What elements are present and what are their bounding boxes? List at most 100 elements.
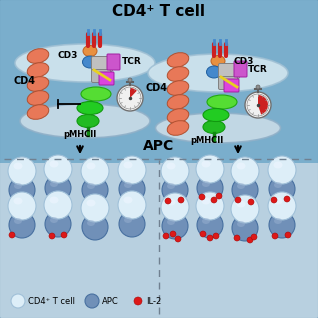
Circle shape: [134, 297, 142, 305]
Circle shape: [8, 157, 36, 185]
Ellipse shape: [77, 101, 103, 114]
Ellipse shape: [123, 197, 133, 204]
Text: TCR: TCR: [248, 65, 268, 73]
Ellipse shape: [82, 56, 98, 68]
Circle shape: [85, 294, 99, 308]
Circle shape: [175, 236, 181, 242]
Ellipse shape: [27, 91, 49, 105]
Text: CD4⁺ T cell: CD4⁺ T cell: [113, 4, 205, 19]
Circle shape: [119, 211, 145, 237]
Circle shape: [268, 192, 296, 220]
Ellipse shape: [13, 197, 23, 204]
Circle shape: [256, 85, 260, 89]
FancyBboxPatch shape: [107, 54, 120, 70]
FancyBboxPatch shape: [92, 70, 110, 82]
Circle shape: [231, 157, 259, 185]
Circle shape: [234, 235, 240, 241]
Ellipse shape: [87, 183, 95, 189]
Circle shape: [197, 175, 223, 201]
Circle shape: [44, 155, 72, 183]
Ellipse shape: [86, 162, 95, 169]
Ellipse shape: [202, 161, 211, 168]
Ellipse shape: [86, 199, 95, 206]
FancyBboxPatch shape: [234, 61, 247, 77]
Ellipse shape: [273, 197, 282, 204]
Circle shape: [118, 156, 146, 184]
Ellipse shape: [273, 162, 282, 169]
Text: TCR: TCR: [122, 58, 142, 66]
Ellipse shape: [202, 218, 210, 224]
Circle shape: [199, 194, 205, 200]
Circle shape: [170, 231, 176, 237]
Ellipse shape: [27, 63, 49, 77]
Circle shape: [247, 94, 269, 116]
Circle shape: [196, 192, 224, 220]
Wedge shape: [258, 95, 268, 114]
Text: CD3: CD3: [234, 58, 254, 66]
Ellipse shape: [148, 54, 288, 92]
Text: CD3: CD3: [58, 51, 78, 59]
Circle shape: [45, 175, 71, 201]
Ellipse shape: [167, 219, 175, 225]
Ellipse shape: [27, 105, 49, 119]
Circle shape: [269, 176, 295, 202]
Circle shape: [213, 233, 219, 239]
Ellipse shape: [20, 104, 150, 138]
Circle shape: [119, 176, 145, 202]
FancyBboxPatch shape: [92, 57, 113, 72]
Circle shape: [196, 155, 224, 183]
Ellipse shape: [237, 221, 245, 227]
Circle shape: [231, 195, 259, 223]
Circle shape: [271, 197, 277, 203]
Wedge shape: [130, 88, 137, 98]
Text: APC: APC: [143, 139, 175, 153]
Circle shape: [81, 194, 109, 222]
Circle shape: [178, 197, 184, 203]
Circle shape: [11, 294, 25, 308]
Circle shape: [61, 232, 67, 238]
Circle shape: [284, 196, 290, 202]
Circle shape: [163, 233, 169, 239]
Circle shape: [268, 156, 296, 184]
Ellipse shape: [202, 181, 210, 187]
Ellipse shape: [202, 197, 211, 204]
Bar: [0, 0, 318, 163]
Circle shape: [232, 215, 258, 241]
Circle shape: [211, 197, 217, 203]
Circle shape: [235, 197, 241, 203]
Circle shape: [117, 85, 143, 111]
Ellipse shape: [203, 121, 225, 134]
FancyBboxPatch shape: [224, 79, 239, 92]
Text: CD4: CD4: [13, 76, 35, 86]
Circle shape: [161, 193, 189, 221]
Ellipse shape: [14, 218, 22, 224]
Ellipse shape: [203, 108, 229, 121]
Circle shape: [119, 87, 141, 109]
Circle shape: [162, 177, 188, 203]
Circle shape: [9, 232, 15, 238]
Ellipse shape: [50, 217, 58, 223]
Ellipse shape: [206, 66, 222, 78]
Ellipse shape: [156, 113, 280, 143]
Bar: [0, 163, 318, 318]
Ellipse shape: [13, 162, 23, 169]
Circle shape: [245, 92, 271, 118]
Circle shape: [200, 231, 206, 237]
Circle shape: [44, 191, 72, 219]
Ellipse shape: [50, 181, 58, 187]
Circle shape: [247, 237, 253, 243]
Circle shape: [81, 157, 109, 185]
Ellipse shape: [167, 183, 175, 189]
Ellipse shape: [167, 53, 189, 67]
Ellipse shape: [83, 45, 97, 57]
Ellipse shape: [167, 109, 189, 123]
Ellipse shape: [15, 44, 155, 82]
Ellipse shape: [167, 121, 189, 135]
Circle shape: [128, 78, 132, 82]
Text: pMHCII: pMHCII: [63, 130, 97, 139]
Circle shape: [162, 213, 188, 239]
Text: CD4: CD4: [146, 83, 168, 93]
Circle shape: [9, 212, 35, 238]
Circle shape: [8, 192, 36, 220]
Ellipse shape: [123, 162, 133, 169]
